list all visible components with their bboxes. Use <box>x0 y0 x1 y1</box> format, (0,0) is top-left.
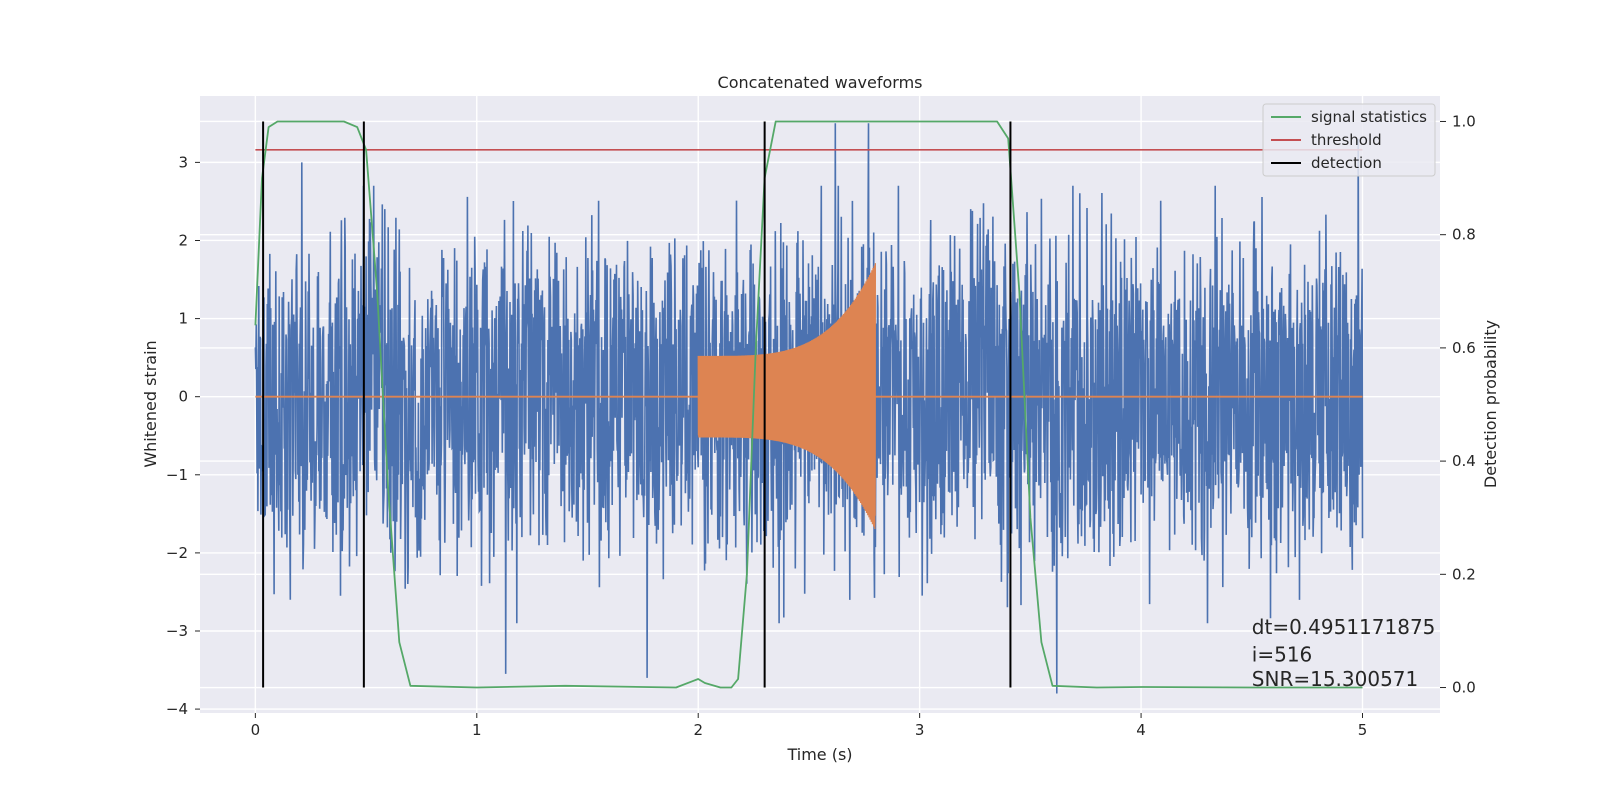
y-tick-label: −4 <box>166 700 188 718</box>
x-tick-label: 5 <box>1358 721 1368 739</box>
chirp-series <box>255 263 1363 530</box>
strain-line <box>254 123 1364 694</box>
y-right-tick-label: 0.2 <box>1452 565 1476 583</box>
x-tick-label: 0 <box>251 721 261 739</box>
y-right-tick-label: 0.4 <box>1452 452 1476 470</box>
y-right-tick-label: 1.0 <box>1452 112 1476 130</box>
y-tick-label: −3 <box>166 622 188 640</box>
x-tick-label: 4 <box>1136 721 1146 739</box>
legend-label: signal statistics <box>1311 108 1427 126</box>
y-tick-label: −1 <box>166 466 188 484</box>
chirp-line <box>697 263 877 530</box>
strain-series <box>254 123 1364 694</box>
y-axis-label: Whitened strain <box>141 340 160 467</box>
chart-title: Concatenated waveforms <box>718 73 923 92</box>
y-tick-label: 1 <box>178 310 188 328</box>
y-axis-ticks: −4 −3 −2 −1 0 1 2 3 <box>166 153 200 718</box>
legend-label: threshold <box>1311 131 1382 149</box>
legend-box <box>1262 103 1436 177</box>
annotation-text: i=516 <box>1252 642 1313 666</box>
x-axis-ticks: 0 1 2 3 4 5 <box>251 713 1368 739</box>
y-right-tick-label: 0.8 <box>1452 226 1476 244</box>
y-axis-right-label: Detection probability <box>1481 320 1500 488</box>
y-tick-label: 3 <box>178 153 188 171</box>
x-tick-label: 2 <box>693 721 703 739</box>
x-tick-label: 3 <box>915 721 925 739</box>
y-tick-label: 2 <box>178 231 188 249</box>
x-axis-label: Time (s) <box>786 745 852 764</box>
legend-label: detection <box>1311 154 1382 172</box>
annotation-text: SNR=15.300571 <box>1252 667 1418 691</box>
signal-statistics-line <box>254 120 1363 689</box>
y-tick-label: −2 <box>166 544 188 562</box>
y-axis-right-ticks: 0.0 0.2 0.4 0.6 0.8 1.0 <box>1440 112 1476 697</box>
annotation-text: dt=0.4951171875 <box>1252 615 1436 639</box>
legend: signal statistics threshold detection <box>1262 103 1436 177</box>
x-tick-label: 1 <box>472 721 482 739</box>
y-tick-label: 0 <box>178 388 188 406</box>
probability-series <box>254 120 1363 689</box>
y-right-tick-label: 0.0 <box>1452 679 1476 697</box>
y-right-tick-label: 0.6 <box>1452 339 1476 357</box>
